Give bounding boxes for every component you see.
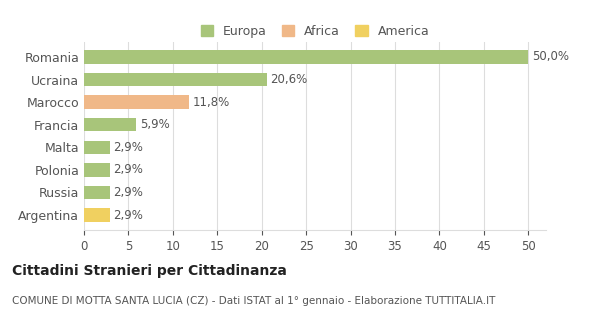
- Text: 11,8%: 11,8%: [193, 96, 230, 108]
- Text: Cittadini Stranieri per Cittadinanza: Cittadini Stranieri per Cittadinanza: [12, 264, 287, 278]
- Bar: [84, 95, 189, 109]
- Text: 2,9%: 2,9%: [113, 141, 143, 154]
- Text: 2,9%: 2,9%: [113, 209, 143, 221]
- Text: 2,9%: 2,9%: [113, 186, 143, 199]
- Bar: [84, 73, 267, 86]
- Text: 2,9%: 2,9%: [113, 164, 143, 176]
- Text: 5,9%: 5,9%: [140, 118, 170, 131]
- Bar: [84, 140, 110, 154]
- Bar: [84, 186, 110, 199]
- Text: 50,0%: 50,0%: [532, 51, 569, 63]
- Legend: Europa, Africa, America: Europa, Africa, America: [196, 20, 434, 43]
- Text: 20,6%: 20,6%: [271, 73, 308, 86]
- Bar: [84, 50, 528, 64]
- Bar: [84, 163, 110, 177]
- Text: COMUNE DI MOTTA SANTA LUCIA (CZ) - Dati ISTAT al 1° gennaio - Elaborazione TUTTI: COMUNE DI MOTTA SANTA LUCIA (CZ) - Dati …: [12, 296, 496, 306]
- Bar: [84, 118, 136, 132]
- Bar: [84, 208, 110, 222]
